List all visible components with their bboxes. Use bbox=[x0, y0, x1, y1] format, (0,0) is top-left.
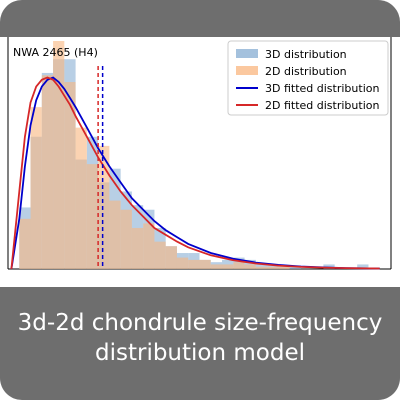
caption-line-1: 3d-2d chondrule size-frequency bbox=[17, 310, 383, 336]
hist-bar-1-8 bbox=[98, 145, 110, 269]
hist-bar-1-19 bbox=[222, 264, 234, 269]
histogram-bars bbox=[19, 41, 369, 270]
hist-bar-1-4 bbox=[53, 41, 65, 269]
legend-swatch-0 bbox=[236, 49, 258, 58]
hist-bar-0-31 bbox=[357, 264, 369, 269]
hist-bar-1-23 bbox=[267, 266, 279, 269]
hist-bar-1-13 bbox=[154, 241, 166, 269]
median-lines bbox=[97, 66, 104, 269]
legend-box bbox=[227, 40, 389, 116]
legend-label-2: 3D fitted distribution bbox=[265, 82, 379, 95]
hist-bar-1-22 bbox=[255, 266, 268, 269]
legend-swatch-1 bbox=[236, 66, 258, 75]
hist-bar-1-9 bbox=[109, 200, 121, 269]
hist-bar-1-12 bbox=[143, 223, 155, 269]
sample-annotation: NWA 2465 (H4) bbox=[13, 46, 98, 59]
plot-panel: NWA 2465 (H4) 3D distribution 2D distribu… bbox=[0, 37, 400, 287]
hist-bar-1-17 bbox=[199, 259, 211, 269]
hist-bar-1-2 bbox=[30, 107, 42, 270]
legend-label-3: 2D fitted distribution bbox=[265, 99, 379, 112]
fitted-curves bbox=[10, 76, 380, 270]
hist-bar-1-3 bbox=[41, 75, 54, 269]
hist-bar-1-5 bbox=[64, 82, 76, 269]
hist-bar-1-10 bbox=[120, 209, 132, 269]
hist-bar-1-7 bbox=[86, 164, 99, 269]
hist-bar-1-20 bbox=[233, 262, 245, 269]
hist-bar-1-16 bbox=[188, 259, 200, 269]
hist-bar-1-15 bbox=[176, 257, 189, 269]
hist-bar-1-14 bbox=[165, 246, 177, 269]
legend: 3D distribution 2D distribution 3D fitted … bbox=[227, 40, 389, 116]
caption-line-2: distribution model bbox=[95, 340, 305, 366]
hist-bar-1-24 bbox=[278, 266, 290, 269]
hist-bar-1-1 bbox=[19, 218, 31, 269]
legend-label-1: 2D distribution bbox=[265, 65, 347, 78]
hist-bar-1-18 bbox=[210, 264, 223, 269]
hist-bar-1-6 bbox=[75, 127, 87, 269]
hist-bar-1-11 bbox=[131, 227, 144, 269]
hist-bar-1-21 bbox=[244, 264, 256, 269]
histogram-chart: NWA 2465 (H4) 3D distribution 2D distribu… bbox=[7, 37, 392, 270]
caption: 3d-2d chondrule size-frequency distribut… bbox=[0, 308, 400, 368]
fit-curve-3 bbox=[10, 76, 380, 270]
legend-label-0: 3D distribution bbox=[265, 48, 347, 61]
hist-bar-0-25 bbox=[289, 266, 301, 269]
